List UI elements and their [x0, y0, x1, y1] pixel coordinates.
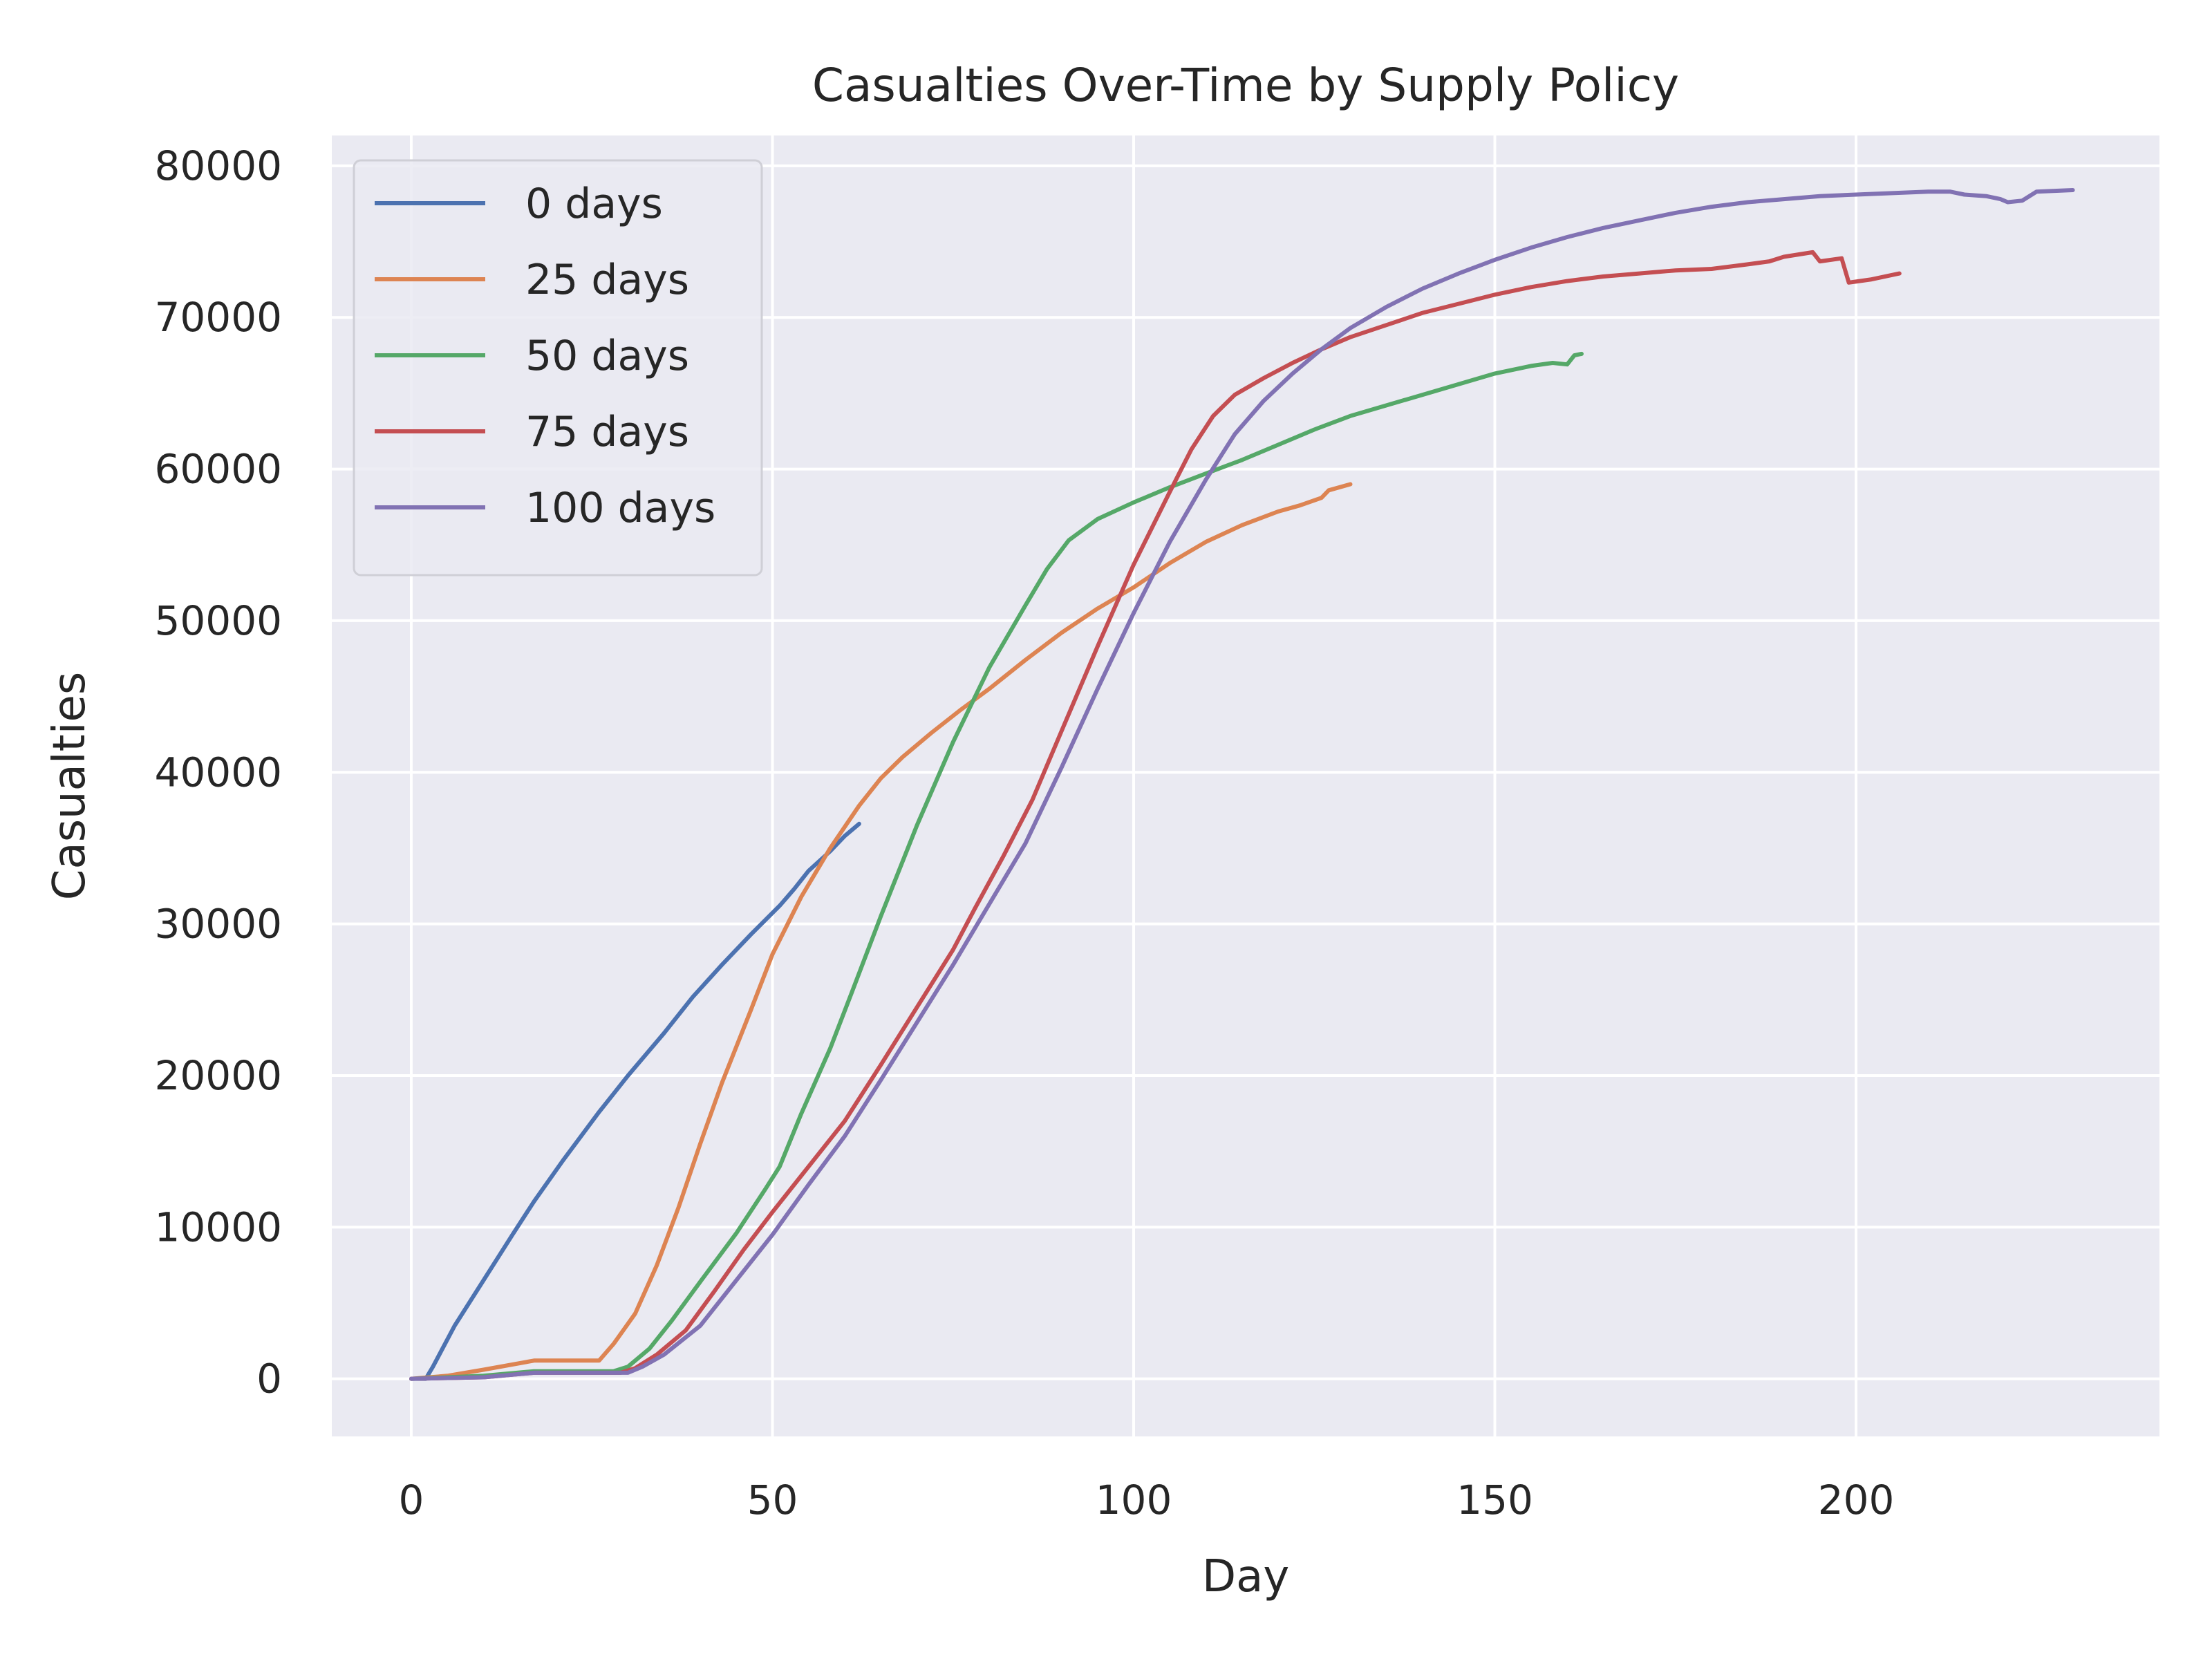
y-tick-label: 40000: [154, 749, 282, 796]
x-axis-label: Day: [1202, 1551, 1289, 1602]
chart-title: Casualties Over-Time by Supply Policy: [812, 59, 1679, 112]
y-axis-label: Casualties: [44, 672, 95, 900]
y-tick-label: 50000: [154, 597, 282, 644]
legend-box: [353, 159, 763, 577]
x-tick-label: 50: [747, 1477, 798, 1524]
x-tick-label: 200: [1818, 1477, 1895, 1524]
y-tick-label: 30000: [154, 901, 282, 948]
series-line-3: [409, 250, 1902, 1381]
series-line-0: [409, 821, 861, 1381]
series-lines: [409, 188, 2075, 1381]
legend-label: 25 days: [525, 256, 689, 304]
y-tick-label: 0: [256, 1356, 282, 1403]
series-line-4: [409, 188, 2075, 1381]
legend-label: 0 days: [525, 180, 663, 228]
x-tick-label: 150: [1456, 1477, 1533, 1524]
legend-label: 100 days: [525, 484, 715, 532]
legend-label: 75 days: [525, 408, 689, 456]
legend: 0 days 25 days 50 days 75 days 100 days: [353, 159, 763, 577]
series-line-1: [409, 482, 1353, 1381]
y-axis-ticks: 0 10000 20000 30000 40000 50000 60000 70000 8000…: [154, 142, 282, 1403]
y-tick-label: 60000: [154, 446, 282, 493]
y-tick-label: 10000: [154, 1203, 282, 1250]
x-tick-label: 100: [1096, 1477, 1172, 1524]
y-tick-label: 80000: [154, 142, 282, 189]
y-tick-label: 20000: [154, 1052, 282, 1099]
x-axis-ticks: 0 50 100 150 200: [399, 1477, 1895, 1524]
x-tick-label: 0: [399, 1477, 424, 1524]
y-tick-label: 70000: [154, 294, 282, 341]
series-line-2: [409, 351, 1584, 1381]
legend-label: 50 days: [525, 332, 689, 380]
